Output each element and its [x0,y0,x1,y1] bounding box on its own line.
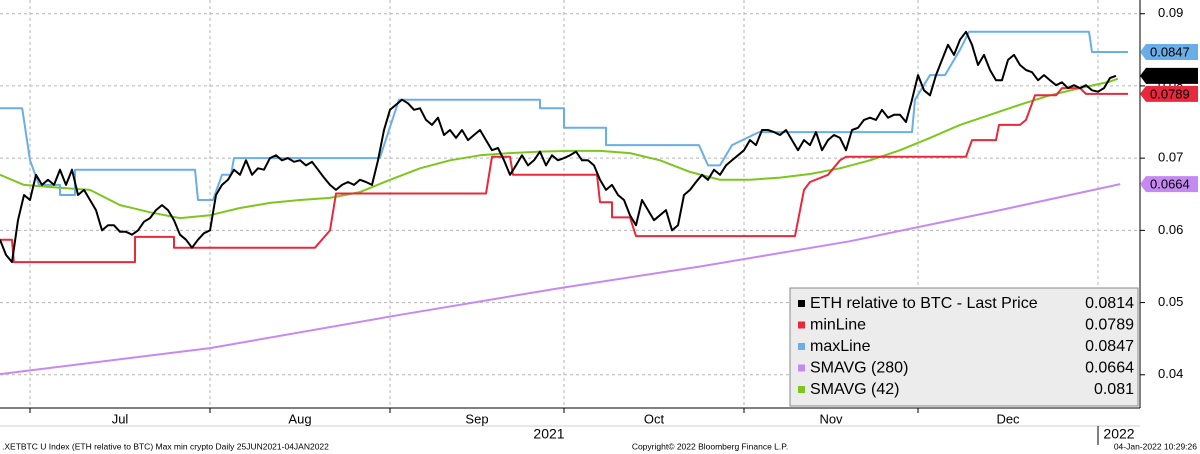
legend-swatch [798,364,805,372]
value-box [1140,43,1198,60]
legend-swatch [798,300,805,307]
series-line [0,87,1128,264]
value-box [1140,85,1198,102]
x-tick-label: Nov [819,411,843,426]
legend-label: SMAVG (280) [810,360,908,377]
year-label: 2022 [1103,426,1134,442]
legend-label: ETH relative to BTC - Last Price [810,295,1038,312]
footer-right: 04-Jan-2022 10:29:26 [1114,441,1197,451]
value-box [1140,176,1198,193]
series-line [0,183,1121,376]
x-tick-label: Dec [996,411,1020,426]
series-line [0,30,1117,264]
legend: ETH relative to BTC - Last Price 0.0814 mi… [789,287,1139,407]
y-tick-label: 0.07 [1158,150,1183,165]
grid [0,0,1140,408]
legend-swatch [798,386,805,393]
legend-value: 0.0814 [1085,295,1134,312]
y-tick-label: 0.09 [1158,5,1183,20]
value-box-label: 0.0814 [1150,68,1190,83]
legend-value: 0.0789 [1085,317,1134,334]
legend-label: SMAVG (42) [810,381,900,398]
value-box [1140,67,1198,84]
footer-center: Copyright© 2022 Bloomberg Finance L.P. [632,441,788,451]
value-box-label: 0.0664 [1150,177,1190,192]
year-label: 2021 [533,426,564,442]
value-box-label: 0.0847 [1150,44,1190,59]
legend-value: 0.081 [1094,381,1134,398]
legend-value: 0.0664 [1085,360,1134,377]
legend-swatch [798,343,805,350]
x-tick-label: Oct [644,411,665,426]
y-tick-label: 0.04 [1158,366,1183,381]
footer-left: .XETBTC U Index (ETH relative to BTC) Ma… [2,441,329,451]
y-tick-label: 0.05 [1158,294,1183,309]
value-box-label: 0.0789 [1150,86,1190,101]
legend-swatch [798,321,805,329]
y-tick-label: 0.06 [1158,222,1183,237]
legend-box [789,287,1139,407]
x-tick-label: Aug [288,411,311,426]
legend-label: minLine [810,317,866,334]
legend-label: maxLine [810,338,871,355]
legend-value: 0.0847 [1085,338,1134,355]
x-tick-label: Sep [465,411,488,426]
series-line [0,77,1119,220]
series-line [0,30,1128,201]
x-tick-label: Jul [112,411,129,426]
